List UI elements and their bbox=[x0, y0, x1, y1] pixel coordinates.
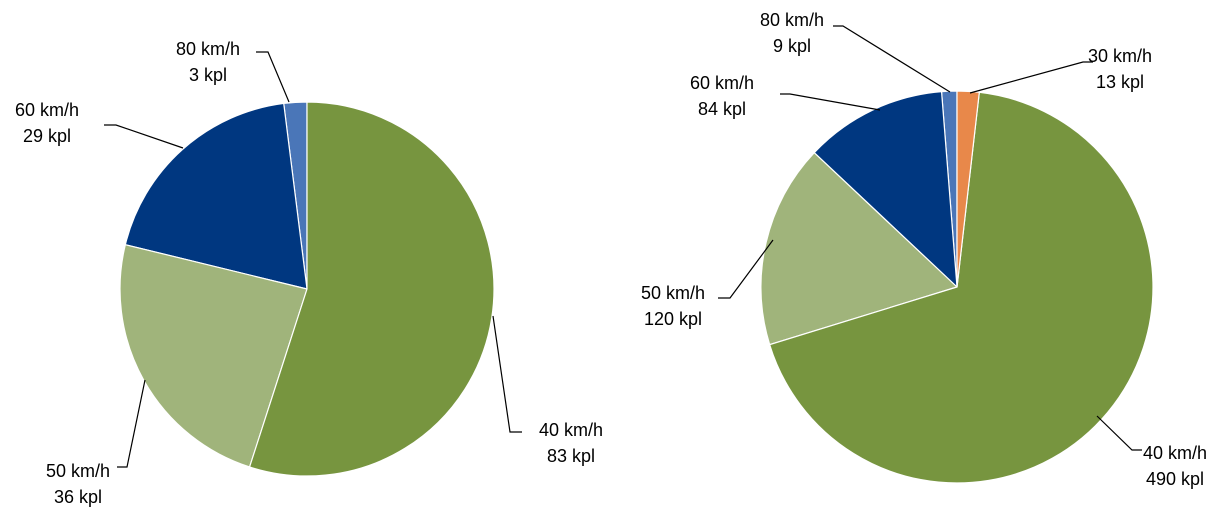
data-label-value: 84 kpl bbox=[698, 99, 746, 119]
data-label-value: 83 kpl bbox=[547, 446, 595, 466]
leader-line-60-km-h bbox=[104, 124, 184, 149]
data-label-value: 36 kpl bbox=[54, 487, 102, 507]
pie-slice-40-km-h bbox=[248, 101, 495, 477]
pie-chart-2: 30 km/h 13 kpl 40 km/h 490 kpl 50 km/h 120 kp… bbox=[641, 10, 1207, 489]
data-label-category: 80 km/h bbox=[760, 10, 824, 30]
data-label-category: 50 km/h bbox=[641, 283, 705, 303]
leader-line-80-km-h bbox=[833, 25, 951, 93]
leader-line-40-km-h bbox=[492, 315, 522, 433]
pie-slice-40-km-h bbox=[768, 91, 1154, 484]
leader-line-60-km-h bbox=[780, 93, 881, 111]
leader-line-30-km-h bbox=[969, 61, 1093, 94]
data-label-category: 60 km/h bbox=[15, 100, 79, 120]
pie-slice-50-km-h bbox=[119, 243, 308, 468]
pie-slice-50-km-h bbox=[760, 151, 959, 346]
leader-line-80-km-h bbox=[256, 51, 290, 103]
data-label-category: 40 km/h bbox=[1143, 443, 1207, 463]
pie-slice-30-km-h bbox=[956, 90, 980, 288]
data-label-value: 490 kpl bbox=[1146, 469, 1204, 489]
data-label-category: 80 km/h bbox=[176, 39, 240, 59]
data-label-category: 40 km/h bbox=[539, 420, 603, 440]
leader-line-40-km-h bbox=[1096, 415, 1142, 451]
data-label-value: 3 kpl bbox=[189, 65, 227, 85]
data-label-category: 60 km/h bbox=[690, 73, 754, 93]
pie-slice-60-km-h bbox=[124, 102, 308, 290]
data-label-value: 13 kpl bbox=[1096, 72, 1144, 92]
data-label-value: 120 kpl bbox=[644, 309, 702, 329]
leader-line-50-km-h bbox=[117, 379, 146, 468]
pie-slice-60-km-h bbox=[813, 90, 958, 289]
data-label-category: 50 km/h bbox=[46, 461, 110, 481]
data-label-value: 29 kpl bbox=[23, 126, 71, 146]
leader-line-50-km-h bbox=[718, 239, 774, 299]
data-label-value: 9 kpl bbox=[773, 36, 811, 56]
data-label-category: 30 km/h bbox=[1088, 46, 1152, 66]
pie-chart-1: 40 km/h 83 kpl 50 km/h 36 kpl 60 km/h 29 kpl 8… bbox=[15, 39, 603, 507]
